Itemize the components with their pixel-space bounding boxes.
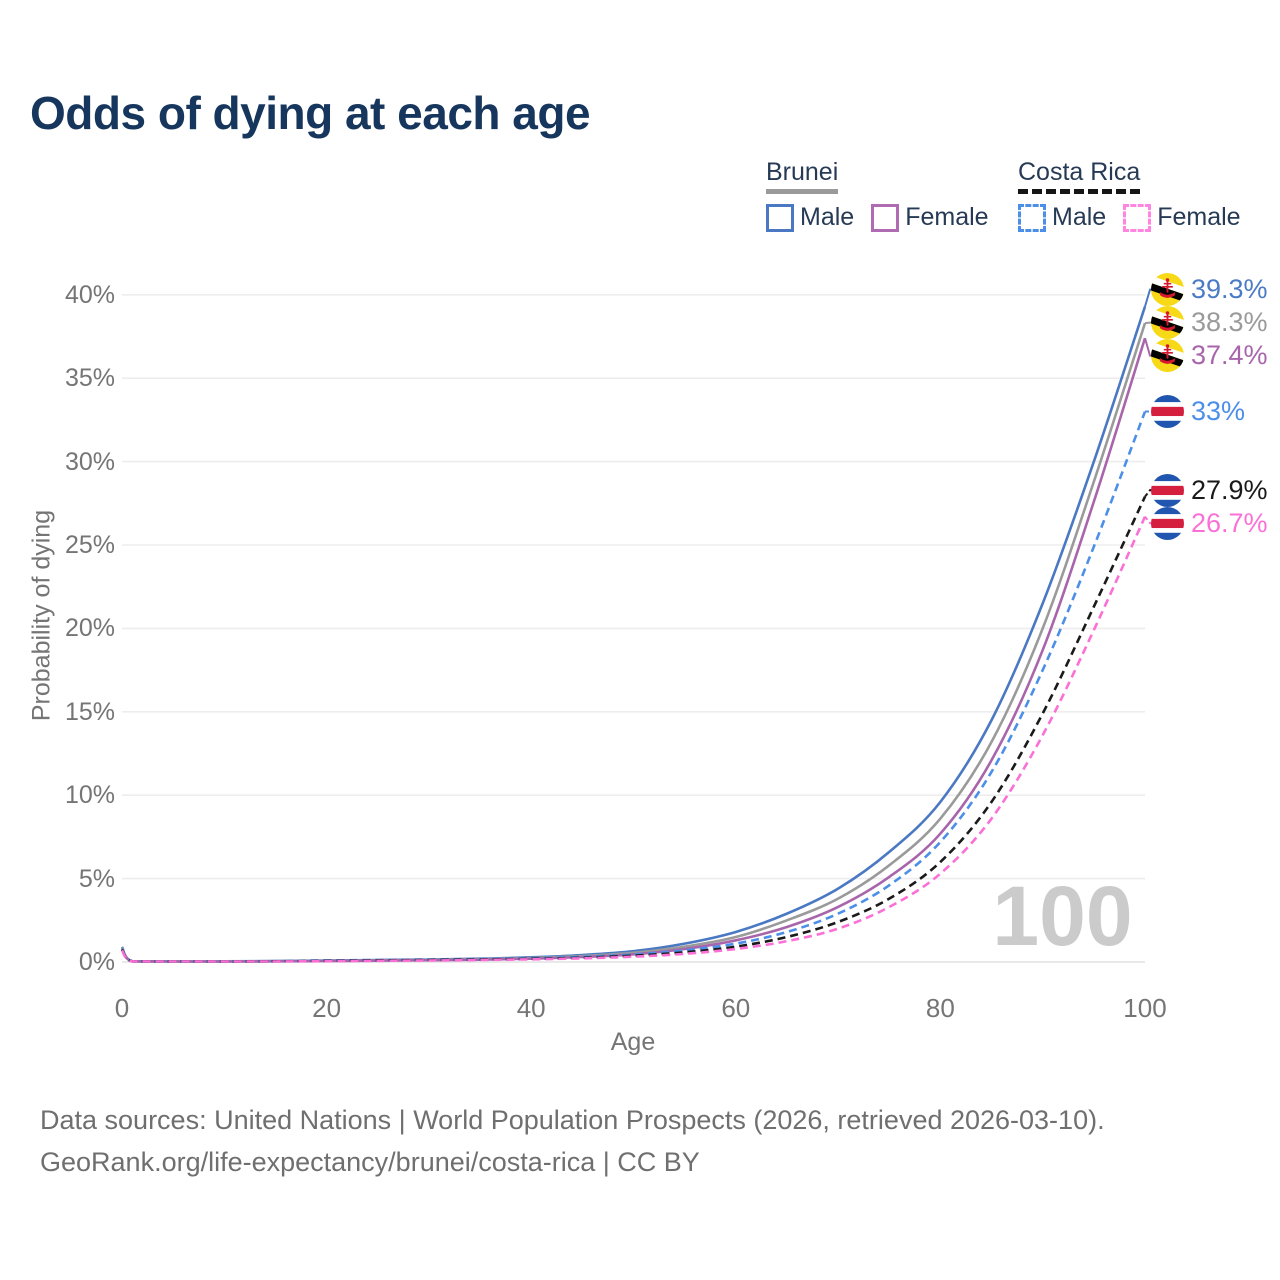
y-tick-label: 30%: [64, 447, 115, 476]
legend-country-costa-rica: Costa Rica: [1018, 158, 1141, 194]
end-label-connector: [1144, 516, 1156, 525]
end-label-value: 26.7%: [1191, 507, 1268, 538]
x-tick-label: 60: [721, 993, 751, 1023]
legend-group-brunei: Brunei Male Female: [766, 158, 989, 232]
end-label-value: 33%: [1191, 396, 1246, 427]
end-label-value: 37.4%: [1191, 340, 1268, 371]
legend-country-brunei: Brunei: [766, 158, 839, 194]
legend-item-brunei-male[interactable]: Male: [766, 203, 854, 232]
x-tick-label: 40: [516, 993, 546, 1023]
end-label-value: 39.3%: [1191, 274, 1268, 305]
end-label-connector: [1144, 489, 1156, 498]
y-tick-label: 40%: [64, 280, 115, 309]
brunei-flag-icon: [1151, 273, 1184, 307]
x-axis-title: Age: [610, 1028, 656, 1056]
y-tick-label: 15%: [64, 697, 115, 726]
x-tick-label: 80: [925, 993, 955, 1023]
costa-rica-flag-icon: [1151, 395, 1184, 429]
footer: Data sources: United Nations | World Pop…: [40, 1100, 1105, 1184]
y-tick-label: 35%: [64, 364, 115, 393]
brunei-flag-icon: [1151, 306, 1184, 340]
series-line-brunei-male: [120, 306, 1147, 963]
legend-item-label: Male: [1052, 203, 1107, 231]
legend-item-brunei-female[interactable]: Female: [871, 203, 989, 232]
attribution-link[interactable]: GeoRank.org/life-expectancy/brunei/costa…: [40, 1146, 700, 1177]
brunei-male-swatch-icon: [766, 203, 794, 232]
costa-rica-flag-icon: [1151, 473, 1184, 507]
y-tick-label: 5%: [78, 864, 115, 893]
y-tick-label: 0%: [78, 948, 115, 976]
end-label-row: 37.4%: [1151, 339, 1268, 373]
end-label-row: 38.3%: [1151, 306, 1268, 340]
end-label-value: 38.3%: [1191, 307, 1268, 338]
end-label-row: 27.9%: [1151, 473, 1268, 507]
costa-rica-flag-icon: [1151, 506, 1184, 540]
legend-item-costa-rica-male[interactable]: Male: [1018, 203, 1106, 232]
brunei-flag-icon: [1151, 339, 1184, 373]
data-sources-text: Data sources: United Nations | World Pop…: [40, 1105, 1105, 1135]
end-label-row: 33%: [1151, 395, 1246, 429]
y-tick-label: 20%: [64, 614, 115, 643]
end-label-row: 26.7%: [1151, 506, 1268, 540]
y-tick-label: 10%: [64, 781, 115, 810]
page-title: Odds of dying at each age: [30, 87, 591, 139]
legend-group-costa-rica: Costa Rica Male Female: [1018, 158, 1241, 232]
costa-rica-female-swatch-icon: [1123, 203, 1152, 232]
x-tick-label: 0: [114, 993, 130, 1023]
series-line-brunei-both: [120, 322, 1147, 963]
series-line-costa-rica-female: [120, 516, 1147, 963]
costa-rica-male-swatch-icon: [1018, 203, 1046, 232]
y-tick-label: 25%: [64, 531, 115, 559]
age-watermark: 100: [992, 869, 1133, 963]
series-line-costa-rica-both: [120, 496, 1147, 963]
x-tick-label: 100: [1123, 993, 1167, 1023]
series-line-brunei-female: [120, 337, 1147, 963]
brunei-female-swatch-icon: [871, 203, 900, 232]
end-label-value: 27.9%: [1191, 474, 1268, 505]
legend-item-label: Female: [905, 203, 989, 231]
legend-item-label: Female: [1157, 203, 1241, 231]
x-tick-label: 20: [312, 993, 342, 1023]
legend-item-label: Male: [800, 203, 855, 231]
end-label-row: 39.3%: [1151, 273, 1268, 307]
legend-item-costa-rica-female[interactable]: Female: [1123, 203, 1241, 232]
